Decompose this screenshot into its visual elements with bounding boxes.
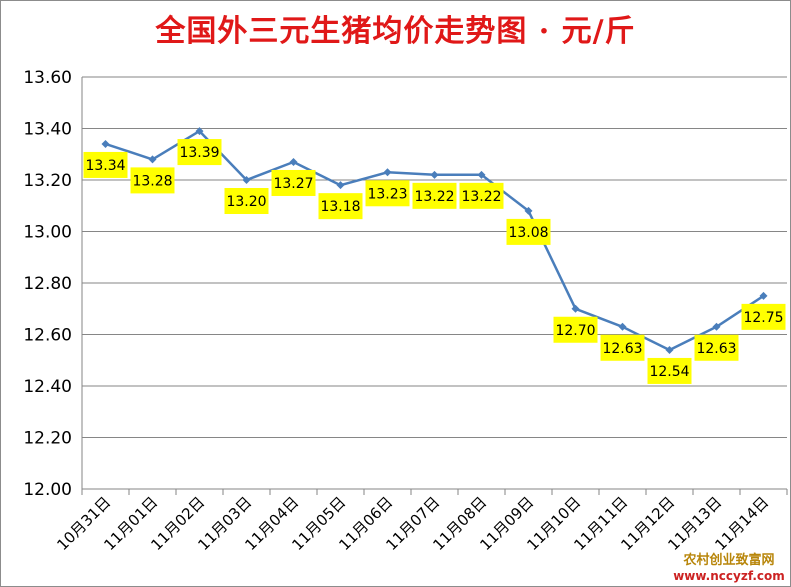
- data-label-box: [365, 180, 410, 207]
- data-label-box: [553, 316, 598, 343]
- data-label-box: [224, 188, 269, 214]
- data-label-box: [271, 169, 316, 196]
- data-label-text: 12.63: [696, 341, 736, 357]
- watermark-logo: 农村创业致富网 www.nccyzf.com: [673, 553, 785, 583]
- data-label-box: [647, 357, 692, 384]
- data-label: 13.39: [177, 139, 222, 166]
- data-label: 13.28: [130, 167, 175, 194]
- data-label-box: [694, 334, 739, 361]
- data-point: [289, 157, 298, 166]
- data-label-text: 12.75: [743, 310, 783, 326]
- data-label: 13.23: [365, 180, 410, 207]
- data-point: [712, 322, 721, 331]
- data-label: 13.27: [271, 169, 316, 196]
- data-point: [571, 304, 580, 313]
- data-point: [383, 168, 392, 177]
- data-label: 12.70: [553, 316, 598, 343]
- data-label: 13.22: [412, 182, 457, 209]
- data-label-box: [741, 303, 786, 330]
- data-label-text: 12.63: [602, 341, 642, 357]
- data-label: 12.63: [600, 334, 645, 361]
- y-tick-label: 12.00: [23, 480, 72, 500]
- data-point: [477, 170, 486, 179]
- data-label-box: [83, 151, 128, 178]
- data-label-text: 13.18: [320, 199, 360, 215]
- data-label: 13.22: [459, 182, 504, 209]
- data-label-box: [130, 167, 175, 194]
- data-point: [759, 291, 768, 300]
- data-label-box: [506, 218, 551, 245]
- data-label: 13.18: [318, 193, 363, 220]
- watermark-url: www.nccyzf.com: [673, 569, 785, 583]
- data-label: 12.75: [741, 303, 786, 330]
- data-label-text: 13.28: [132, 173, 172, 189]
- data-label-text: 13.23: [367, 186, 407, 202]
- data-label-text: 13.08: [508, 225, 548, 241]
- data-label-text: 13.22: [414, 189, 454, 205]
- chart-title: 全国外三元生猪均价走势图 · 元/斤: [155, 14, 636, 49]
- data-label: 13.08: [506, 218, 551, 245]
- data-label-box: [600, 334, 645, 361]
- data-label-text: 13.22: [461, 189, 501, 205]
- watermark-name: 农村创业致富网: [683, 553, 775, 568]
- data-label-box: [459, 182, 504, 209]
- data-label-box: [318, 193, 363, 220]
- data-label-text: 13.39: [179, 145, 219, 161]
- y-tick-label: 13.40: [23, 120, 72, 140]
- data-label: 12.54: [647, 357, 692, 384]
- data-point: [195, 127, 204, 136]
- y-tick-label: 12.60: [23, 326, 72, 346]
- data-label-text: 12.70: [555, 323, 595, 339]
- data-label-box: [412, 182, 457, 209]
- data-point: [618, 322, 627, 331]
- data-point: [665, 345, 674, 354]
- y-tick-label: 12.20: [23, 429, 72, 449]
- data-point: [242, 176, 251, 184]
- data-label: 13.20: [224, 188, 269, 214]
- data-label-text: 13.34: [85, 158, 125, 174]
- y-tick-label: 13.20: [23, 171, 72, 191]
- data-point: [336, 181, 345, 190]
- data-point: [148, 155, 157, 164]
- y-tick-label: 12.40: [23, 377, 72, 397]
- data-label: 13.34: [83, 151, 128, 178]
- y-tick-label: 13.60: [23, 68, 72, 88]
- y-tick-label: 12.80: [23, 274, 72, 294]
- data-label-text: 12.54: [649, 364, 689, 380]
- data-point: [430, 170, 439, 179]
- data-point: [524, 206, 533, 215]
- data-label: 12.63: [694, 334, 739, 361]
- data-label-text: 13.27: [273, 176, 313, 192]
- data-point: [101, 139, 110, 148]
- data-label-text: 13.20: [226, 194, 266, 210]
- y-tick-label: 13.00: [23, 223, 72, 243]
- data-label-box: [177, 139, 222, 166]
